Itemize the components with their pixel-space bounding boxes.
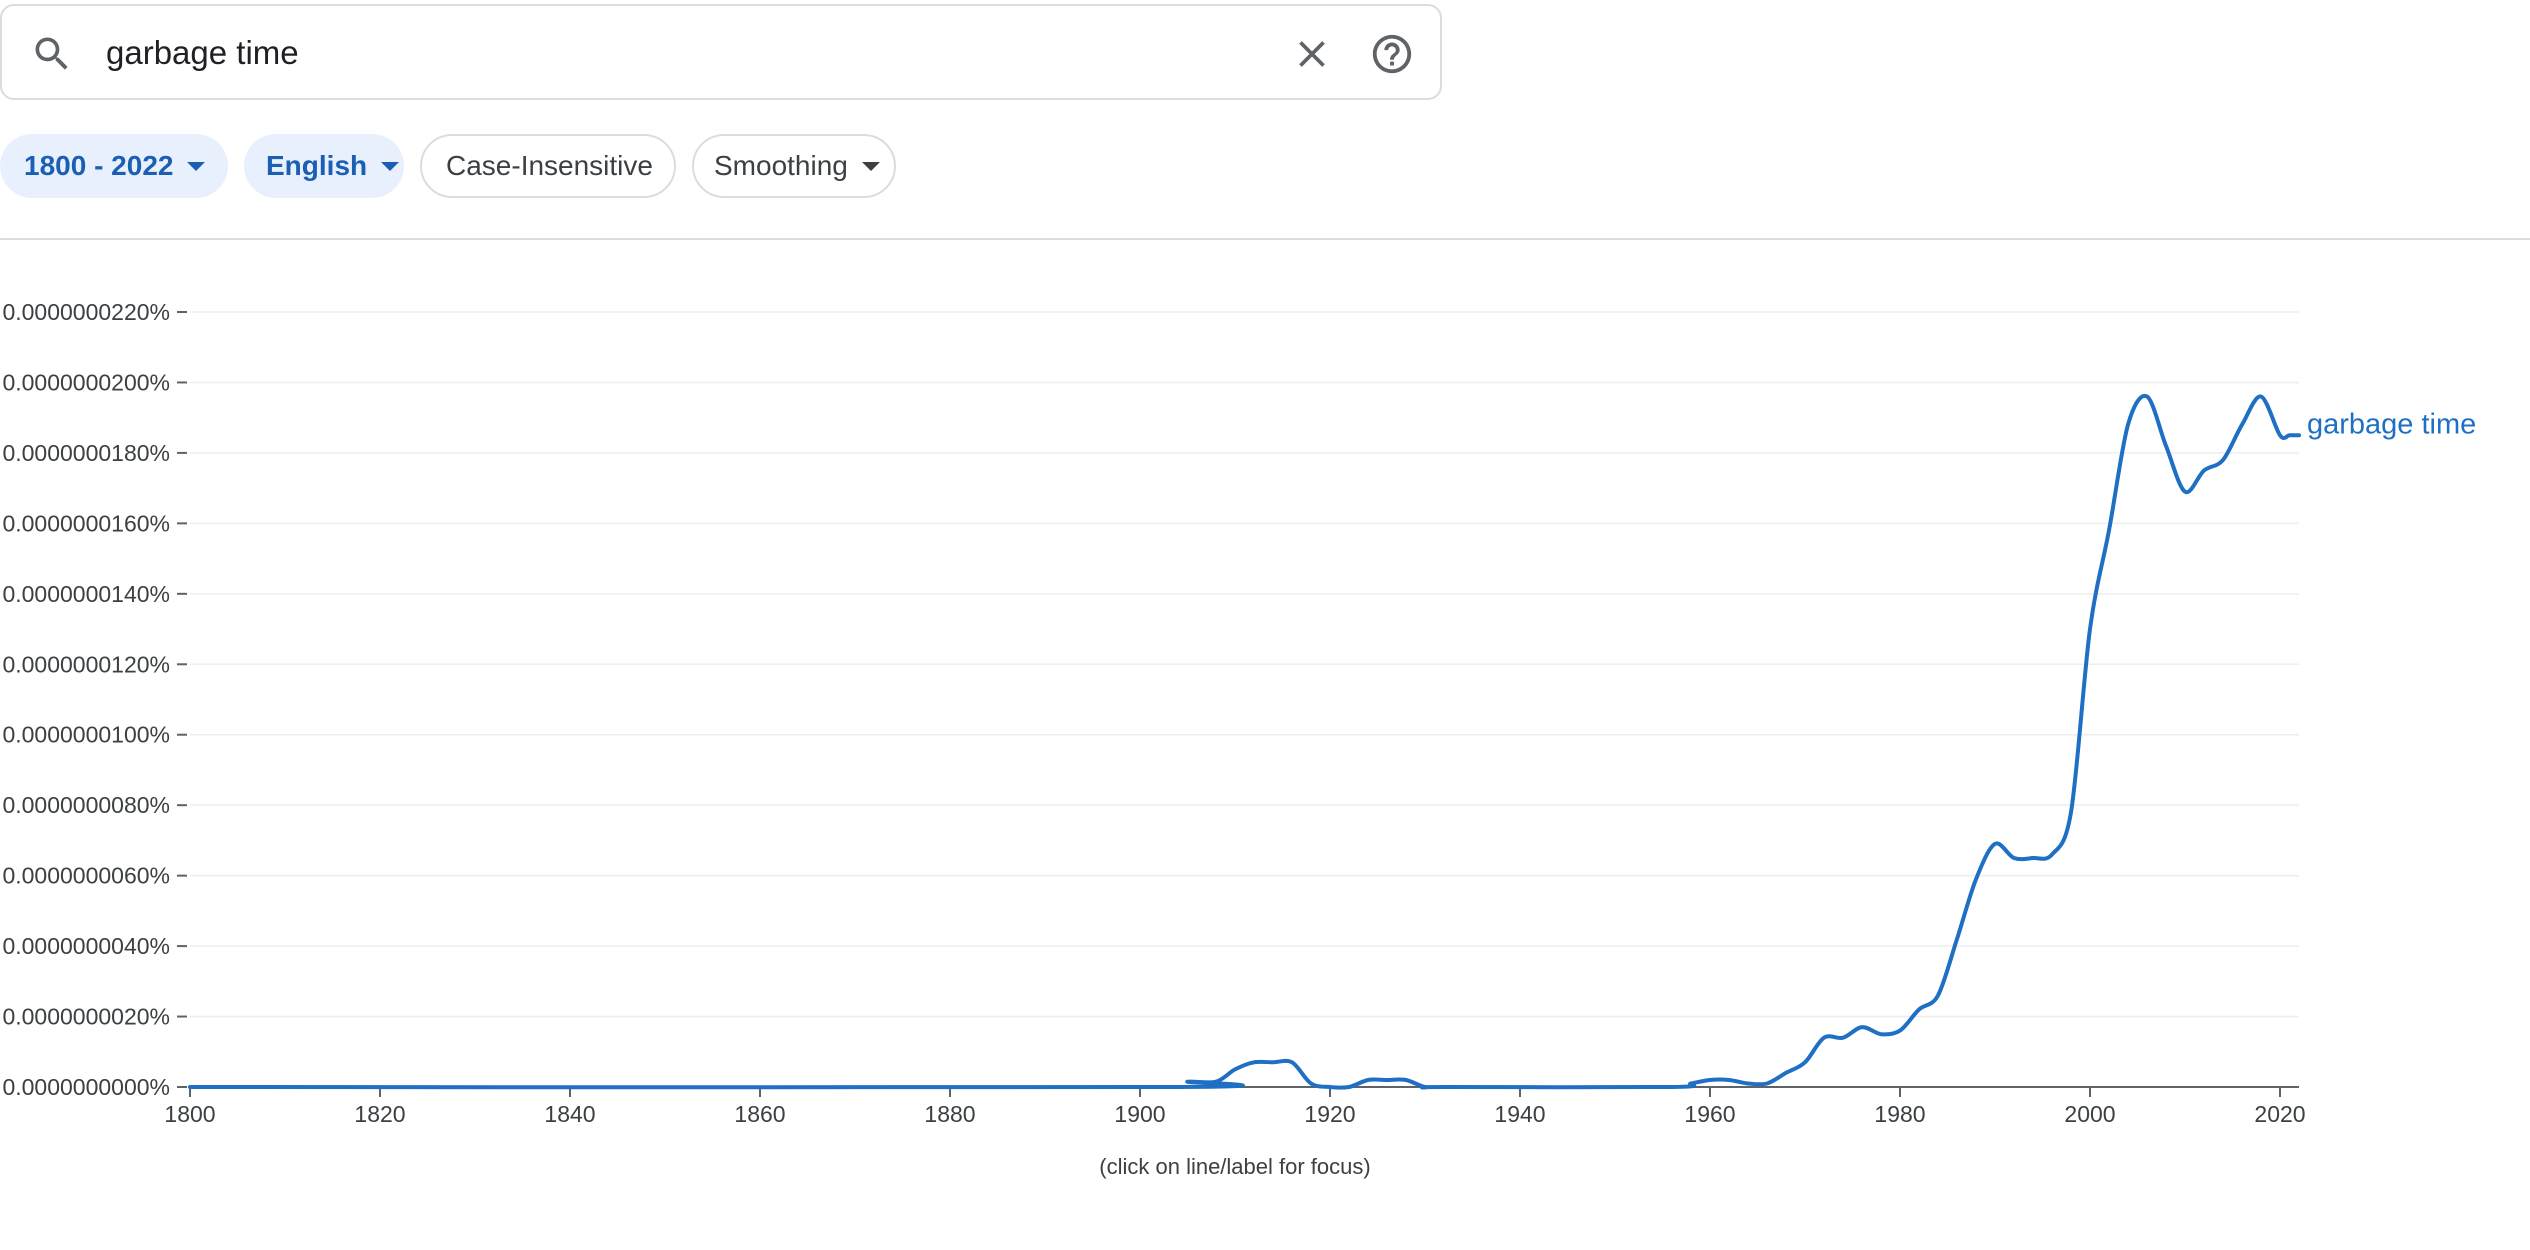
y-tick-label: 0.0000000020% bbox=[2, 1004, 170, 1030]
y-tick-label: 0.0000000160% bbox=[2, 510, 170, 536]
x-tick-label: 1980 bbox=[1874, 1101, 1925, 1127]
ngram-line-chart: 0.0000000000% 0.0000000020% 0.0000000040% 0… bbox=[2, 299, 2476, 1127]
y-tick-label: 0.0000000220% bbox=[2, 299, 170, 325]
chevron-down-icon bbox=[381, 161, 400, 171]
y-tick-label: 0.0000000100% bbox=[2, 722, 170, 748]
case-insensitive-chip[interactable]: Case-Insensitive bbox=[420, 134, 676, 198]
search-icon bbox=[26, 28, 78, 80]
y-tick-label: 0.0000000080% bbox=[2, 792, 170, 818]
x-tick-label: 1800 bbox=[164, 1101, 215, 1127]
language-label: English bbox=[266, 150, 368, 181]
y-tick-label: 0.0000000140% bbox=[2, 581, 170, 607]
smoothing-label: Smoothing bbox=[714, 150, 848, 181]
smoothing-chip[interactable]: Smoothing bbox=[692, 134, 896, 198]
y-tick-label: 0.0000000060% bbox=[2, 863, 170, 889]
chevron-down-icon bbox=[861, 161, 880, 171]
divider bbox=[0, 238, 2530, 240]
date-range-label: 1800 - 2022 bbox=[24, 150, 174, 181]
chart-caption: (click on line/label for focus) bbox=[1099, 1154, 1371, 1179]
y-tick-label: 0.0000000180% bbox=[2, 440, 170, 466]
search-input[interactable] bbox=[106, 24, 1256, 82]
search-bar bbox=[0, 4, 1442, 100]
x-tick-label: 1900 bbox=[1114, 1101, 1165, 1127]
case-label: Case-Insensitive bbox=[446, 150, 653, 181]
chevron-down-icon bbox=[187, 161, 206, 171]
help-circle-icon[interactable] bbox=[1366, 28, 1418, 80]
x-tick-label: 1940 bbox=[1494, 1101, 1545, 1127]
date-range-chip[interactable]: 1800 - 2022 bbox=[0, 134, 228, 198]
x-tick-label: 1920 bbox=[1304, 1101, 1355, 1127]
y-tick-label: 0.0000000000% bbox=[2, 1074, 170, 1100]
y-tick-label: 0.0000000120% bbox=[2, 651, 170, 677]
language-chip[interactable]: English bbox=[244, 134, 404, 198]
x-tick-label: 1960 bbox=[1684, 1101, 1735, 1127]
y-tick-label: 0.0000000200% bbox=[2, 369, 170, 395]
series-label[interactable]: garbage time bbox=[2307, 408, 2476, 440]
x-tick-label: 1820 bbox=[354, 1101, 405, 1127]
y-tick-label: 0.0000000040% bbox=[2, 933, 170, 959]
close-icon[interactable] bbox=[1286, 28, 1338, 80]
x-tick-label: 2000 bbox=[2064, 1101, 2115, 1127]
series-line[interactable] bbox=[188, 393, 2301, 1090]
x-tick-label: 1840 bbox=[544, 1101, 595, 1127]
x-tick-label: 1880 bbox=[924, 1101, 975, 1127]
x-tick-label: 2020 bbox=[2254, 1101, 2305, 1127]
x-tick-label: 1860 bbox=[734, 1101, 785, 1127]
